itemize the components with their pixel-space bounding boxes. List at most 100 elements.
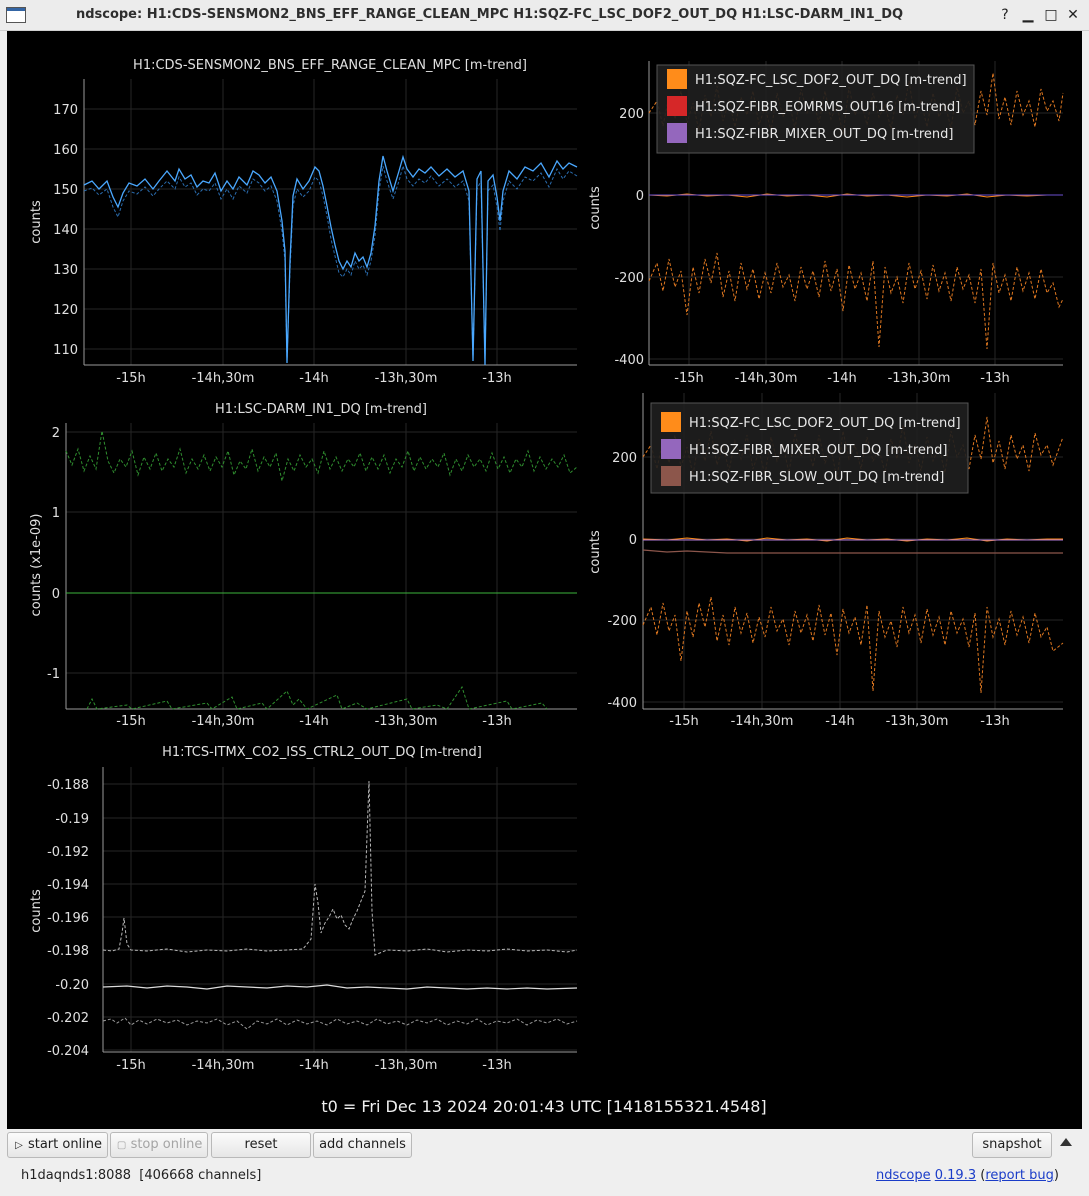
x-tick-label: -13h,30m — [886, 714, 949, 729]
y-tick-label: -200 — [607, 614, 637, 629]
x-tick-label: -15h — [116, 371, 145, 386]
x-tick-label: -14h,30m — [735, 371, 798, 386]
y-tick-label: 110 — [53, 343, 78, 358]
plot-sqz-bottom[interactable]: 200 0 -200 -400 -15h -14h,30m -14h -13h,… — [588, 393, 1064, 729]
y-tick-labels: 200 0 -200 -400 — [607, 451, 637, 711]
y-tick-label: -0.19 — [55, 812, 89, 827]
x-tick-label: -15h — [116, 1058, 145, 1073]
y-tick-label: 0 — [629, 533, 637, 548]
y-tick-label: -0.198 — [47, 944, 89, 959]
reset-button[interactable]: reset — [211, 1132, 311, 1158]
x-tick-label: -13h — [482, 1058, 511, 1073]
y-tick-label: -0.194 — [47, 878, 89, 893]
y-axis-label: counts — [588, 530, 603, 574]
app-window-icon — [6, 7, 26, 23]
x-tick-labels: -15h -14h,30m -14h -13h,30m -13h — [116, 371, 511, 386]
legend-label: H1:SQZ-FIBR_MIXER_OUT_DQ [m-trend] — [689, 443, 947, 458]
x-tick-label: -15h — [116, 714, 145, 729]
y-tick-label: -0.188 — [47, 778, 89, 793]
x-tick-label: -14h,30m — [192, 371, 255, 386]
legend-label: H1:SQZ-FIBR_EOMRMS_OUT16 [m-trend] — [695, 100, 960, 115]
version-info: ndscope 0.19.3 (report bug) — [875, 1168, 1059, 1183]
plot-title: H1:LSC-DARM_IN1_DQ [m-trend] — [215, 402, 427, 417]
x-tick-label: -14h — [299, 1058, 328, 1073]
x-tick-label: -13h — [980, 714, 1009, 729]
x-tick-labels: -15h -14h,30m -14h -13h,30m -13h — [669, 714, 1009, 729]
legend-swatch — [667, 123, 687, 143]
x-tick-label: -13h — [980, 371, 1009, 386]
plot-darm[interactable]: H1:LSC-DARM_IN1_DQ [m-trend] 2 1 0 -1 -1… — [29, 402, 578, 729]
y-tick-label: 0 — [636, 189, 644, 204]
y-tick-label: 200 — [619, 107, 644, 122]
x-tick-labels: -15h -14h,30m -14h -13h,30m -13h — [116, 714, 511, 729]
stop-online-label: stop online — [130, 1137, 203, 1152]
legend-swatch — [667, 69, 687, 89]
plot-canvas[interactable]: H1:CDS-SENSMON2_BNS_EFF_RANGE_CLEAN_MPC … — [7, 31, 1082, 1129]
y-tick-label: 130 — [53, 263, 78, 278]
x-tick-label: -14h — [825, 714, 854, 729]
y-tick-label: 120 — [53, 303, 78, 318]
legend-label: H1:SQZ-FC_LSC_DOF2_OUT_DQ [m-trend] — [689, 416, 961, 431]
ndscope-link[interactable]: ndscope — [875, 1168, 931, 1183]
legend-swatch — [667, 96, 687, 116]
y-tick-labels: 2 1 0 -1 — [47, 426, 60, 682]
add-channels-button[interactable]: add channels — [313, 1132, 412, 1158]
trace-bns-mean — [83, 154, 578, 366]
window-titlebar: ndscope: H1:CDS-SENSMON2_BNS_EFF_RANGE_C… — [0, 0, 1089, 31]
y-tick-label: -1 — [47, 667, 60, 682]
y-tick-label: 2 — [52, 426, 60, 441]
y-tick-label: -400 — [614, 353, 644, 368]
plot-tcs[interactable]: H1:TCS-ITMX_CO2_ISS_CTRL2_OUT_DQ [m-tren… — [29, 745, 578, 1073]
maximize-icon[interactable]: □ — [1044, 7, 1058, 23]
legend-swatch — [661, 466, 681, 486]
trace-sqz2-min — [642, 596, 1064, 694]
trace-tcs-min — [102, 1017, 578, 1030]
x-tick-labels: -15h -14h,30m -14h -13h,30m -13h — [116, 1058, 511, 1073]
y-tick-label: 0 — [52, 587, 60, 602]
plot-title: H1:CDS-SENSMON2_BNS_EFF_RANGE_CLEAN_MPC … — [133, 58, 527, 73]
y-axis-label: counts (x1e-09) — [29, 514, 44, 617]
grid — [84, 79, 577, 365]
plot-bns-range[interactable]: H1:CDS-SENSMON2_BNS_EFF_RANGE_CLEAN_MPC … — [29, 58, 578, 386]
y-tick-label: 160 — [53, 143, 78, 158]
minimize-icon[interactable]: ▁ — [1022, 7, 1034, 23]
y-axis-label: counts — [29, 200, 44, 244]
play-icon: ▷ — [15, 1140, 23, 1151]
x-tick-label: -14h,30m — [192, 714, 255, 729]
x-tick-labels: -15h -14h,30m -14h -13h,30m -13h — [674, 371, 1009, 386]
legend-swatch — [661, 412, 681, 432]
legend-label: H1:SQZ-FIBR_SLOW_OUT_DQ [m-trend] — [689, 470, 944, 485]
x-tick-label: -15h — [669, 714, 698, 729]
expand-arrow-icon[interactable] — [1060, 1138, 1072, 1146]
report-bug-link[interactable]: report bug — [985, 1168, 1054, 1183]
trace-darm-max — [65, 430, 578, 482]
y-tick-label: -0.202 — [47, 1011, 89, 1026]
x-tick-label: -14h — [827, 371, 856, 386]
trace-tcs-mean — [102, 984, 578, 990]
legend-swatch — [661, 439, 681, 459]
start-online-button[interactable]: ▷ start online — [7, 1132, 108, 1158]
x-tick-label: -13h,30m — [375, 1058, 438, 1073]
plot-sqz-top[interactable]: 200 0 -200 -400 -15h -14h,30m -14h -13h,… — [588, 61, 1064, 386]
y-tick-label: 170 — [53, 103, 78, 118]
help-icon[interactable]: ? — [1001, 7, 1009, 23]
start-online-label: start online — [27, 1137, 103, 1152]
x-tick-label: -14h — [299, 371, 328, 386]
x-tick-label: -13h — [482, 714, 511, 729]
y-tick-label: 140 — [53, 223, 78, 238]
x-tick-label: -13h,30m — [375, 714, 438, 729]
close-icon[interactable]: ✕ — [1067, 7, 1079, 23]
x-tick-label: -14h,30m — [192, 1058, 255, 1073]
plot-title: H1:TCS-ITMX_CO2_ISS_CTRL2_OUT_DQ [m-tren… — [162, 745, 482, 760]
y-tick-labels: 200 0 -200 -400 — [614, 107, 644, 368]
version-link[interactable]: 0.19.3 — [934, 1168, 977, 1183]
x-tick-label: -13h,30m — [888, 371, 951, 386]
y-axis-label: counts — [588, 186, 603, 230]
y-axis-label: counts — [29, 889, 44, 933]
trace-slow — [642, 549, 1063, 554]
trace-sqz-min — [648, 252, 1064, 350]
snapshot-button[interactable]: snapshot — [972, 1132, 1052, 1158]
stop-online-button[interactable]: ▢ stop online — [110, 1132, 208, 1158]
y-tick-label: 1 — [52, 506, 60, 521]
x-tick-label: -15h — [674, 371, 703, 386]
